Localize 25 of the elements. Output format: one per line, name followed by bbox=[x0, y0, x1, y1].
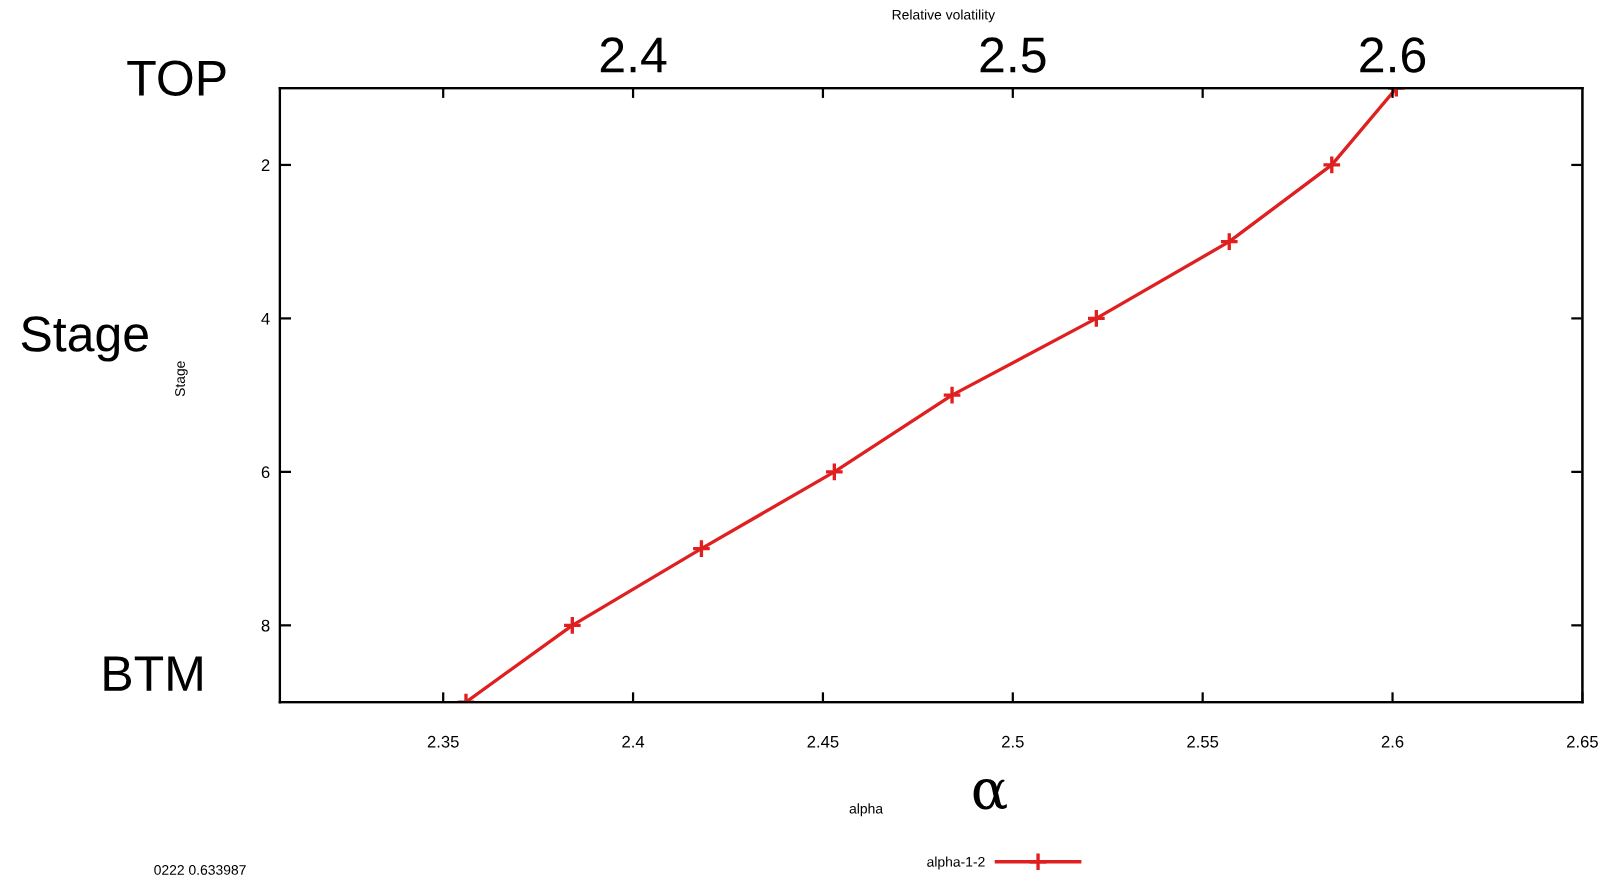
point bbox=[1219, 231, 1240, 252]
point bbox=[824, 461, 845, 482]
point bbox=[942, 385, 963, 406]
x-tick-label: 2.6 bbox=[1381, 735, 1404, 748]
x-tick-label: 2.4 bbox=[622, 735, 645, 748]
point bbox=[1086, 308, 1107, 329]
text: BTM bbox=[104, 656, 202, 691]
point bbox=[691, 538, 712, 559]
x-tick-label: 2.45 bbox=[807, 735, 839, 748]
x-tick-label: 2.55 bbox=[1187, 735, 1219, 748]
text: TOP bbox=[127, 60, 226, 96]
x-tick-label: 2.35 bbox=[427, 735, 459, 748]
x2-tick-label: 2.6 bbox=[1360, 37, 1426, 73]
x2-tick-label: 2.4 bbox=[600, 37, 667, 73]
x2-tick-label: 2.5 bbox=[980, 37, 1046, 73]
y-tick-label: 8 bbox=[261, 619, 270, 632]
point bbox=[562, 615, 583, 636]
y-tick-label: 2 bbox=[261, 159, 270, 171]
x-tick-label: 2.65 bbox=[1567, 735, 1598, 748]
x-tick-label: 2.5 bbox=[1002, 735, 1024, 748]
text: Stage bbox=[21, 316, 148, 362]
y-tick-label: 6 bbox=[261, 466, 270, 479]
point bbox=[1321, 154, 1342, 175]
y-tick-label: 4 bbox=[261, 312, 270, 325]
text: α bbox=[973, 779, 1007, 810]
